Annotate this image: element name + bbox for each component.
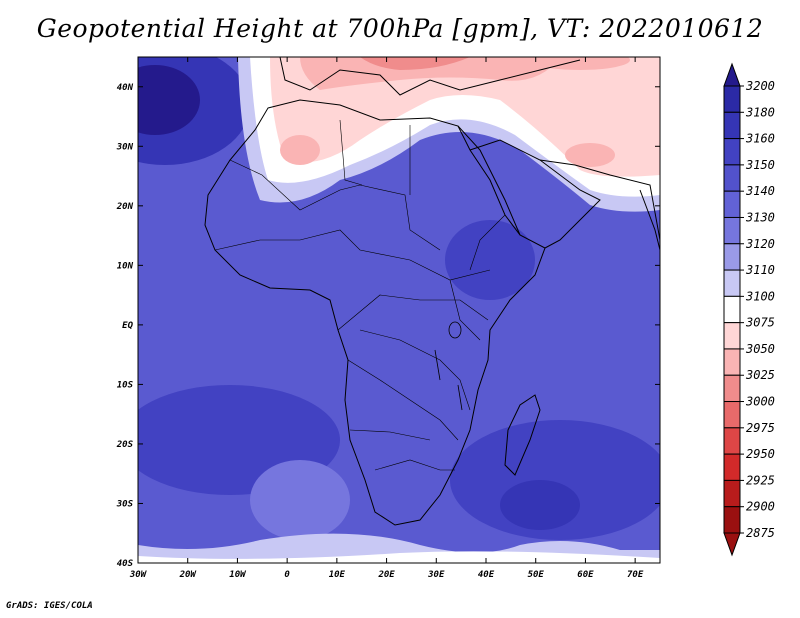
lon-label: 40E xyxy=(478,570,495,580)
lon-label: 50E xyxy=(528,570,545,580)
field-core-nw xyxy=(138,65,200,135)
colorbar-label: 2900 xyxy=(746,500,775,514)
colorbar-swatch xyxy=(723,374,741,403)
colorbar-label: 3140 xyxy=(745,184,775,198)
lon-label: 30W xyxy=(129,570,148,580)
colorbar-swatch xyxy=(723,453,741,481)
border-sahel xyxy=(214,229,491,281)
lat-label: 20S xyxy=(116,440,134,450)
lat-label: 30S xyxy=(116,499,134,509)
axis-ticks xyxy=(137,57,660,564)
border-east xyxy=(449,214,506,341)
colorbar-swatch xyxy=(723,479,741,508)
colorbar-swatch xyxy=(723,164,741,192)
colorbar-label: 3025 xyxy=(745,368,775,382)
colorbar-swatch xyxy=(723,348,741,376)
colorbar-swatch xyxy=(723,506,741,534)
madagascar-coast xyxy=(504,394,541,476)
field-core-se xyxy=(500,480,580,530)
lat-label: 10S xyxy=(117,380,134,390)
field-3025 xyxy=(300,57,560,90)
colorbar-swatch xyxy=(723,322,741,350)
gulf-coast xyxy=(539,159,660,241)
grads-credit: GrADS: IGES/COLA xyxy=(6,601,93,611)
colorbar: 3200 3180 3160 3150 3140 3130 3120 3110 3100 3075… xyxy=(723,62,775,557)
lon-label: 20W xyxy=(179,570,198,580)
border-south xyxy=(347,359,459,441)
colorbar-label: 2975 xyxy=(746,421,775,435)
border-libya xyxy=(339,119,411,195)
field-3025-east xyxy=(565,143,615,167)
lon-label: 10E xyxy=(329,570,346,580)
lakes xyxy=(434,321,463,411)
europe-coast xyxy=(279,57,581,96)
border-central xyxy=(359,329,471,411)
lat-label: EQ xyxy=(122,321,133,331)
lon-label: 10W xyxy=(229,570,247,580)
colorbar-label: 2925 xyxy=(746,473,775,487)
colorbar-swatch xyxy=(723,269,741,297)
red-sea xyxy=(457,125,521,236)
colorbar-bottom-arrow xyxy=(723,532,741,557)
borders xyxy=(214,119,506,471)
border-sa xyxy=(374,459,455,471)
colorbar-swatch xyxy=(723,190,741,218)
field-3025-west xyxy=(280,135,320,165)
lake-malawi xyxy=(457,384,463,411)
lon-label: 30E xyxy=(427,570,445,580)
lon-label: 70E xyxy=(627,570,644,580)
colorbar-label: 3150 xyxy=(745,158,775,172)
colorbar-swatch xyxy=(723,85,741,113)
colorbar-swatch xyxy=(723,138,741,166)
colorbar-label: 3200 xyxy=(745,79,775,93)
lat-label: 40N xyxy=(117,83,134,93)
colorbar-label: 2875 xyxy=(746,526,775,540)
lon-label: 20E xyxy=(377,570,395,580)
lat-label: 10N xyxy=(117,261,134,271)
colorbar-label: 3050 xyxy=(745,342,775,356)
coastlines xyxy=(204,57,660,526)
colorbar-label: 3180 xyxy=(745,105,775,119)
colorbar-swatch xyxy=(723,295,741,324)
field-east-africa xyxy=(445,220,535,300)
colorbar-label: 2950 xyxy=(746,447,775,461)
lon-label: 60E xyxy=(577,570,594,580)
colorbar-swatch xyxy=(723,401,741,429)
border-sahara xyxy=(229,159,441,251)
lake-victoria xyxy=(448,321,462,339)
colorbar-label: 3160 xyxy=(745,132,775,146)
lat-label: 30N xyxy=(116,142,134,152)
colorbar-swatch xyxy=(723,111,741,140)
colorbar-label: 3100 xyxy=(745,289,775,303)
lat-label: 40S xyxy=(117,559,134,569)
arabia-coast xyxy=(469,139,601,249)
field-south-white xyxy=(138,551,660,563)
colorbar-swatch xyxy=(723,243,741,271)
field-patch-s xyxy=(250,460,350,540)
colorbar-label: 3130 xyxy=(745,210,775,224)
colorbar-swatch xyxy=(723,427,741,455)
lon-label: 0 xyxy=(284,570,290,580)
border-congo xyxy=(337,294,489,331)
colorbar-label: 3075 xyxy=(745,316,775,330)
map-field xyxy=(138,57,660,563)
colorbar-label: 3110 xyxy=(745,263,775,277)
field-3000 xyxy=(360,57,470,70)
field-3050 xyxy=(270,57,660,177)
map-frame xyxy=(137,56,661,564)
colorbar-label: 3000 xyxy=(745,395,775,409)
lon-labels: 30W 20W 10W 0 10E 20E 30E 40E 50E 60E 70E xyxy=(129,570,644,580)
india-coast xyxy=(639,189,660,251)
colorbar-top-arrow xyxy=(723,62,741,87)
lat-labels: 40N 30N 20N 10N EQ 10S 20S 30S 40S xyxy=(116,83,134,569)
colorbar-label: 3120 xyxy=(745,237,775,251)
chart-title: Geopotential Height at 700hPa [gpm], VT:… xyxy=(36,14,764,43)
lat-label: 20N xyxy=(116,202,134,212)
colorbar-swatch xyxy=(723,216,741,245)
lake-tanganyika xyxy=(434,349,441,381)
